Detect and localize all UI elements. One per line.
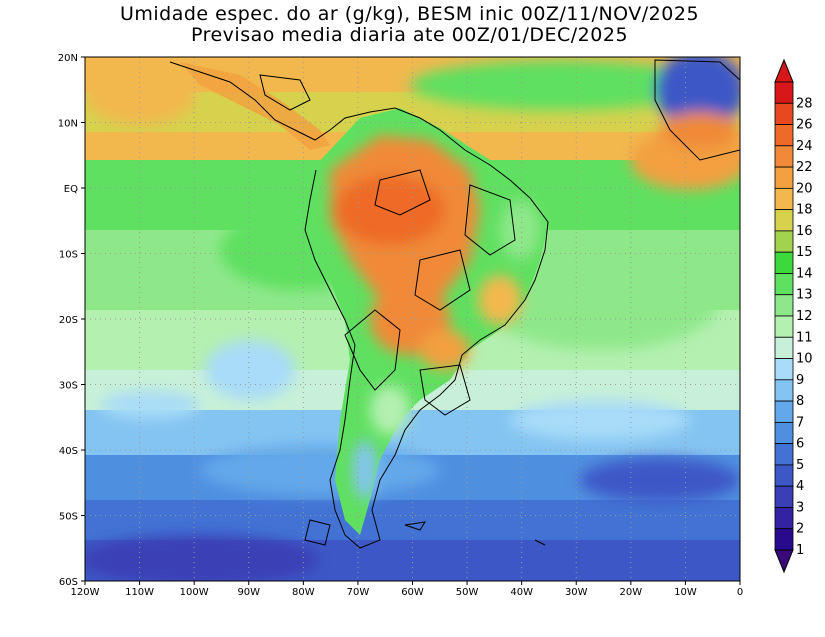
colorbar-swatch <box>774 124 794 147</box>
colorbar-swatch <box>774 251 794 274</box>
colorbar-label: 5 <box>796 458 804 473</box>
colorbar-swatch <box>774 464 794 487</box>
colorbar-label: 11 <box>796 330 813 345</box>
lon-tick-label: 0 <box>737 587 743 598</box>
lat-tick-label: 30S <box>59 381 78 392</box>
lon-tick-label: 50W <box>456 587 479 598</box>
colorbar-label: 9 <box>796 373 804 388</box>
colorbar-label: 18 <box>796 203 813 218</box>
coastlines <box>169 59 741 549</box>
colorbar-swatch <box>774 528 794 551</box>
colorbar-swatch <box>774 315 794 338</box>
lon-tick-label: 70W <box>347 587 370 598</box>
colorbar-swatch <box>774 421 794 445</box>
colorbar-label: 2 <box>796 522 804 537</box>
colorbar-label: 15 <box>796 245 813 260</box>
lon-tick-label: 90W <box>237 587 260 598</box>
colorbar-label: 12 <box>796 309 813 324</box>
colorbar-swatch <box>774 379 794 402</box>
colorbar-swatch <box>774 209 794 232</box>
colorbar-label: 1 <box>796 543 804 558</box>
colorbar-swatch <box>774 81 794 104</box>
lat-tick-label: 10S <box>59 250 78 261</box>
colorbar-label: 22 <box>796 160 813 175</box>
lon-tick-label: 60W <box>401 587 424 598</box>
lat-tick-label: 10N <box>58 119 78 130</box>
colorbar-swatch <box>774 230 794 253</box>
colorbar-swatch <box>774 400 794 423</box>
lon-tick-label: 30W <box>565 587 588 598</box>
graticule <box>85 57 740 581</box>
colorbar-label: 8 <box>796 394 804 409</box>
colorbar-label: 16 <box>796 224 813 239</box>
lon-tick-label: 40W <box>510 587 533 598</box>
colorbar-swatch <box>774 294 794 317</box>
colorbar-label: 14 <box>796 266 813 281</box>
colorbar-label: 6 <box>796 437 804 452</box>
colorbar-swatch <box>774 166 794 189</box>
colorbar-swatch <box>774 336 794 359</box>
colorbar-label: 3 <box>796 500 804 515</box>
lat-tick-label: 40S <box>59 446 78 457</box>
colorbar-label: 4 <box>796 479 804 494</box>
colorbar-swatch <box>774 145 794 168</box>
lon-tick-label: 10W <box>674 587 697 598</box>
colorbar-label: 28 <box>796 96 813 111</box>
lat-tick-label: 20S <box>59 315 78 326</box>
colorbar-swatch <box>774 358 794 381</box>
lat-tick-label: 20N <box>58 53 78 64</box>
colorbar-swatch <box>774 102 794 125</box>
humidity-field <box>85 57 740 581</box>
lat-tick-label: 60S <box>59 577 78 588</box>
lat-tick-label: EQ <box>64 184 78 195</box>
colorbar-min-arrow <box>774 549 794 574</box>
colorbar-label: 20 <box>796 181 813 196</box>
lon-tick-label: 100W <box>180 587 209 598</box>
map-title-line1: Umidade espec. do ar (g/kg), BESM inic 0… <box>119 3 700 25</box>
colorbar-label: 7 <box>796 415 804 430</box>
colorbar-swatch <box>774 187 794 211</box>
latitude-labels: 20N 10N EQ 10S 20S 30S 40S 50S 60S <box>58 53 85 588</box>
colorbar-max-arrow <box>774 58 794 83</box>
lon-tick-label: 120W <box>71 587 100 598</box>
colorbar-swatch <box>774 273 794 296</box>
longitude-labels: 120W 110W 100W 90W 80W 70W 60W 50W 40W 30W 20W 10W 0 <box>71 581 743 598</box>
lon-tick-label: 110W <box>125 587 154 598</box>
colorbar-label: 10 <box>796 352 813 367</box>
lat-tick-label: 50S <box>59 512 78 523</box>
colorbar-label: 24 <box>796 139 813 154</box>
colorbar-swatch <box>774 443 794 466</box>
colorbar-label: 26 <box>796 118 813 133</box>
lon-tick-label: 20W <box>620 587 643 598</box>
colorbar-swatch <box>774 507 794 530</box>
colorbar-swatch <box>774 485 794 508</box>
map-title-line2: Previsao media diaria ate 00Z/01/DEC/202… <box>190 24 629 46</box>
colorbar: 28 26 24 22 20 18 16 15 14 13 12 11 10 9 8 7 6 5 4 3 2 1 <box>774 58 813 574</box>
colorbar-label: 13 <box>796 288 813 303</box>
lon-tick-label: 80W <box>292 587 315 598</box>
